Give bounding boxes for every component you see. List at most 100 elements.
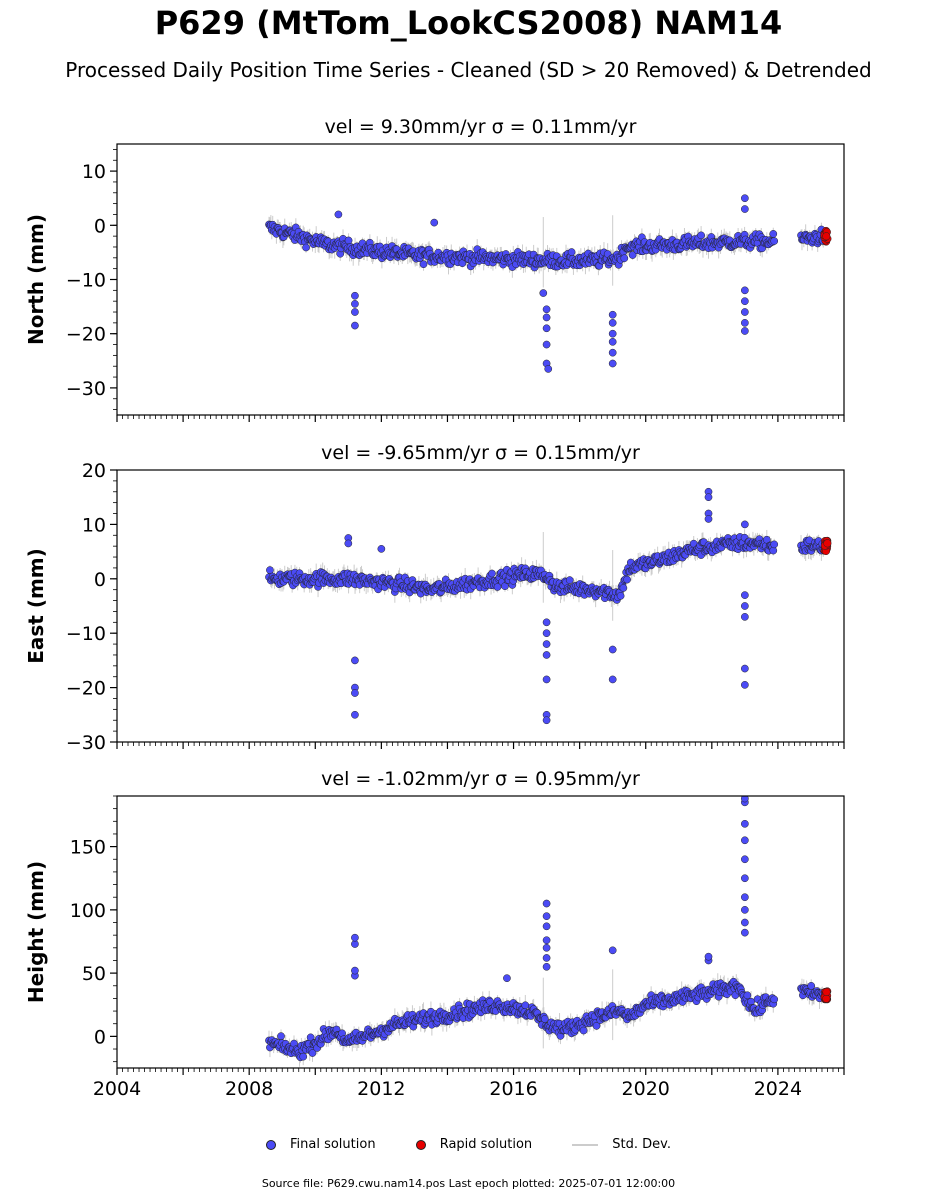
final-point-outlier	[741, 327, 749, 335]
final-point	[770, 995, 779, 1004]
panel-title: vel = -9.65mm/yr σ = 0.15mm/yr	[321, 442, 640, 464]
final-point-outlier	[503, 974, 511, 983]
final-solution-points	[265, 796, 828, 1062]
legend-rapid-label: Rapid solution	[439, 1137, 533, 1152]
final-point-outlier	[542, 943, 551, 952]
y-axis-label: North (mm)	[24, 214, 48, 345]
final-point	[770, 237, 779, 245]
legend: Final solution Rapid solution Std. Dev.	[0, 1137, 937, 1152]
final-point-outlier	[608, 310, 617, 319]
final-point-outlier	[741, 194, 749, 203]
source-footer: Source file: P629.cwu.nam14.pos Last epo…	[261, 1177, 676, 1190]
final-point-outlier	[334, 210, 343, 219]
x-tick-label: 2020	[622, 1078, 670, 1100]
y-tick-label: −10	[66, 623, 106, 645]
final-point-outlier	[544, 365, 553, 373]
y-tick-label: 0	[94, 569, 106, 591]
final-point	[743, 991, 752, 1000]
figure-subtitle: Processed Daily Position Time Series - C…	[65, 58, 872, 82]
final-point-outlier	[351, 710, 359, 719]
final-point-outlier	[542, 954, 551, 962]
y-tick-label: −10	[66, 270, 106, 292]
panel-east: vel = -9.65mm/yr σ = 0.15mm/yr East (mm)−…	[24, 442, 845, 754]
final-point-outlier	[608, 359, 617, 368]
final-point-outlier	[608, 675, 617, 684]
final-point-outlier	[741, 874, 749, 883]
legend-final-label: Final solution	[289, 1137, 376, 1152]
final-point-outlier	[542, 922, 551, 931]
final-point-outlier	[608, 348, 617, 357]
final-point-outlier	[542, 313, 551, 322]
final-point-outlier	[741, 297, 749, 306]
final-point	[308, 1049, 317, 1057]
final-point-outlier	[741, 591, 749, 599]
final-point-outlier	[542, 629, 551, 638]
final-point-outlier	[377, 545, 386, 553]
final-point	[616, 592, 625, 600]
rapid-point	[823, 539, 832, 548]
final-point-outlier	[351, 689, 359, 697]
y-axis-label: Height (mm)	[24, 861, 48, 1003]
final-point-outlier	[741, 893, 749, 902]
final-point-outlier	[704, 515, 713, 523]
final-point-outlier	[704, 493, 713, 502]
plot-frame	[116, 795, 845, 1069]
plot-frame	[116, 469, 845, 743]
final-point-outlier	[542, 899, 551, 908]
final-point	[419, 260, 428, 269]
final-point	[623, 575, 631, 584]
x-tick-label: 2004	[93, 1078, 141, 1100]
final-solution-points	[265, 194, 828, 373]
final-point-outlier	[351, 291, 359, 300]
final-point	[344, 236, 353, 245]
y-tick-label: 100	[70, 900, 106, 922]
y-tick-label: 0	[94, 1026, 106, 1048]
final-point-outlier	[608, 645, 617, 654]
final-point-outlier	[351, 300, 359, 308]
final-point	[769, 230, 778, 238]
final-point-outlier	[741, 906, 749, 914]
rapid-solution-points	[820, 226, 832, 246]
final-point-outlier	[542, 324, 551, 333]
y-axis-label: East (mm)	[24, 548, 48, 664]
final-point-outlier	[741, 918, 749, 927]
legend-std-label: Std. Dev.	[612, 1137, 671, 1152]
final-point	[266, 566, 274, 574]
final-point	[521, 1001, 530, 1010]
final-point-outlier	[542, 305, 551, 314]
final-point-outlier	[704, 952, 713, 961]
final-point	[620, 254, 629, 263]
final-point-outlier	[344, 539, 353, 548]
y-tick-label: 150	[70, 837, 106, 859]
final-point	[619, 584, 628, 592]
final-point-outlier	[351, 966, 359, 975]
final-point-outlier	[542, 962, 551, 971]
final-point	[697, 231, 705, 240]
y-tick-label: −30	[66, 378, 106, 400]
final-point-outlier	[539, 289, 548, 297]
y-tick-label: −20	[66, 678, 106, 700]
final-point	[592, 1021, 601, 1030]
final-point	[770, 540, 779, 549]
plot-area	[265, 487, 832, 725]
final-point-outlier	[542, 340, 551, 349]
final-point	[807, 982, 816, 990]
final-point-outlier	[608, 337, 617, 346]
final-point	[567, 248, 576, 256]
legend-final: Final solution	[265, 1137, 376, 1152]
final-point-outlier	[430, 218, 439, 227]
final-solution-points	[265, 487, 828, 725]
panel-title: vel = 9.30mm/yr σ = 0.11mm/yr	[325, 116, 637, 138]
final-point-outlier	[351, 656, 359, 665]
final-point	[277, 1032, 285, 1040]
legend-rapid: Rapid solution	[415, 1137, 533, 1152]
x-tick-label: 2024	[754, 1078, 802, 1100]
legend-std: Std. Dev.	[572, 1137, 671, 1152]
final-point-outlier	[542, 640, 551, 648]
y-tick-label: 0	[94, 215, 106, 237]
final-point-outlier	[741, 602, 749, 610]
final-point-outlier	[351, 308, 359, 316]
final-point-outlier	[741, 796, 749, 803]
